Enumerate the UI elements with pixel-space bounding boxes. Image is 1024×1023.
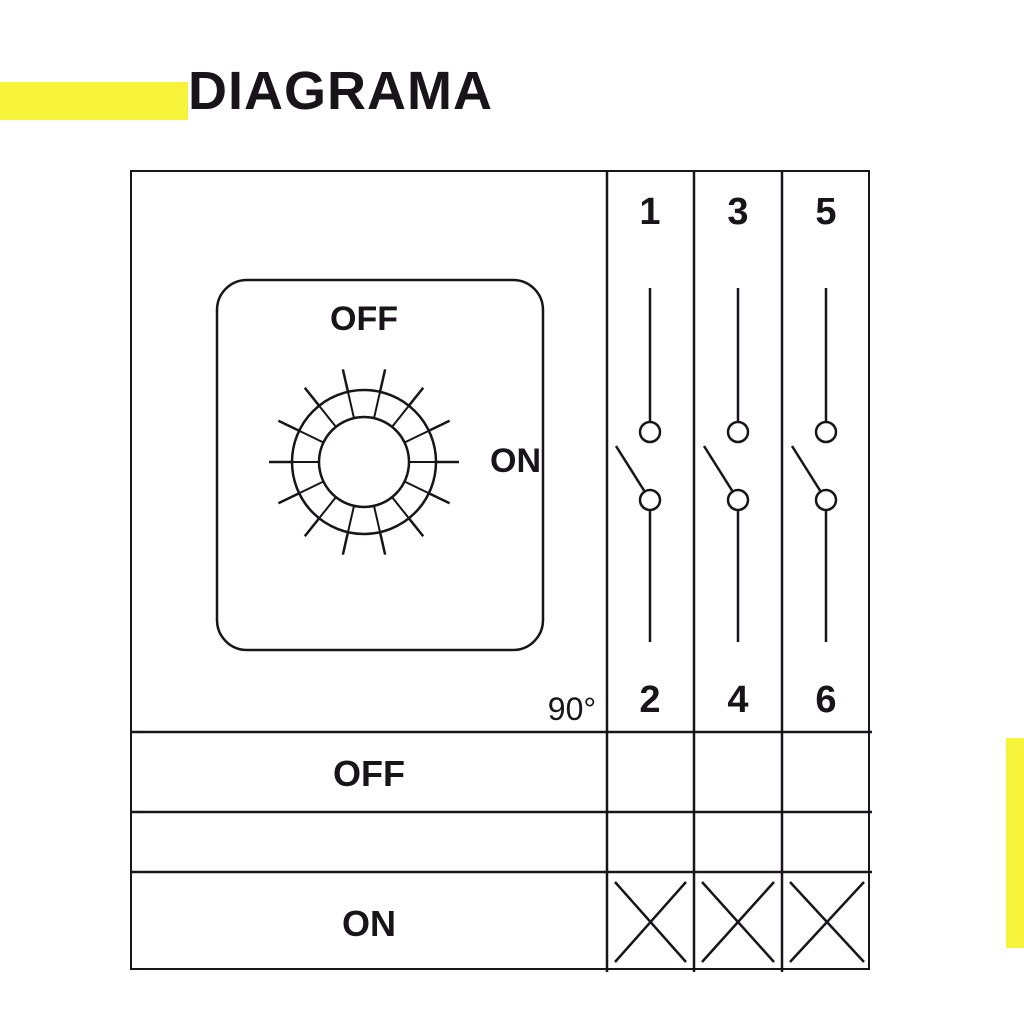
x-mark-0 (615, 882, 686, 962)
switch-top-num-1: 3 (727, 191, 748, 233)
table-row-off-label: OFF (333, 753, 405, 794)
switch-bottom-num-2: 6 (815, 679, 836, 721)
accent-bar-right (1006, 738, 1024, 948)
table-row-on-label: ON (342, 903, 396, 944)
diagram-container: OFF ON 90° 1 2 3 4 5 6 OFF ON (130, 170, 870, 970)
dial-knob (269, 369, 459, 554)
switch-top-num-2: 5 (815, 191, 836, 233)
accent-bar-top (0, 82, 188, 120)
switch-bottom-num-1: 4 (727, 679, 748, 721)
dial-label-on: ON (490, 442, 541, 480)
x-mark-1 (702, 882, 774, 962)
switch-top-num-0: 1 (639, 191, 660, 233)
switch-bottom-num-0: 2 (639, 679, 660, 721)
angle-label: 90° (548, 691, 596, 727)
page-title: DIAGRAMA (188, 60, 493, 122)
switches: 1 2 3 4 5 6 (616, 191, 837, 721)
diagram-svg: OFF ON 90° 1 2 3 4 5 6 OFF ON (132, 172, 872, 972)
x-mark-2 (790, 882, 864, 962)
on-row-marks (615, 882, 864, 962)
dial-label-off: OFF (330, 300, 398, 338)
